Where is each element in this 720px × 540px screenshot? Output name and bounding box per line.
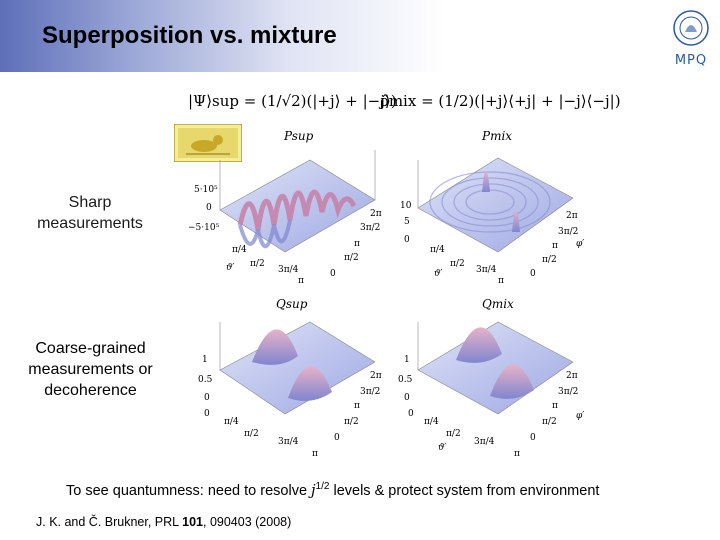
- oscillation-ridge: [237, 189, 357, 249]
- phi-tick: π: [354, 239, 360, 249]
- peak-upper: [252, 329, 298, 365]
- theta-tick: π: [298, 276, 304, 286]
- theta-tick: π/2: [446, 429, 461, 439]
- logo-text: MPQ: [674, 53, 708, 68]
- z-tick: −5·10⁵: [188, 223, 220, 233]
- reference-authors: J. K. and Č. Brukner, PRL: [36, 515, 183, 529]
- reference: J. K. and Č. Brukner, PRL 101, 090403 (2…: [36, 515, 291, 529]
- theta-axis-label: ϑ′: [226, 263, 234, 273]
- superposition-equation: |Ψ⟩sup = (1/√2)(|+j⟩ + |−j⟩): [188, 92, 397, 110]
- phi-tick: 3π/2: [360, 387, 380, 397]
- phi-tick: 2π: [370, 371, 382, 381]
- theta-tick: 3π/4: [476, 265, 497, 275]
- peak-lower: [288, 366, 332, 401]
- phi-tick: 0: [530, 269, 536, 279]
- theta-tick: π: [514, 449, 520, 459]
- reference-rest: , 090403 (2008): [203, 515, 292, 529]
- plot-p-sup: Psup 5·10⁵ 0 −5·10⁵ π/4 π/2 3π/4 π ϑ′ 2π…: [188, 129, 382, 286]
- theta-tick: π: [498, 276, 504, 286]
- plot-q-mix: Qmix 1 0.5 0 0 π/4 π/2 3π/4 π ϑ′ 2π 3π/2…: [398, 297, 584, 459]
- z-tick: 0: [206, 203, 212, 213]
- theta-tick: π/4: [224, 417, 239, 427]
- plot-title: Qmix: [482, 297, 514, 311]
- z-tick: 5: [404, 217, 410, 227]
- theta-tick: π/4: [232, 245, 247, 255]
- quantumness-note: To see quantumness: need to resolve j1/2…: [66, 481, 599, 499]
- theta-tick: 0: [408, 409, 414, 419]
- phi-tick: 3π/2: [360, 223, 380, 233]
- surface-base: [417, 321, 574, 415]
- phi-tick: 2π: [566, 211, 578, 221]
- phi-axis-label: φ′: [576, 239, 584, 249]
- slide-title: Superposition vs. mixture: [42, 22, 337, 49]
- theta-tick: 3π/4: [474, 437, 495, 447]
- mpq-seal-icon: [673, 10, 709, 46]
- z-tick: 0: [404, 235, 410, 245]
- z-tick: 0.5: [398, 375, 413, 385]
- mpq-logo: MPQ: [668, 8, 714, 68]
- z-tick: 1: [202, 355, 208, 365]
- plot-title: Qsup: [276, 297, 308, 311]
- peak-lower: [490, 364, 534, 399]
- phi-axis-label: φ′: [576, 411, 584, 421]
- z-tick: 0: [204, 393, 210, 403]
- theta-axis-label: ϑ′: [434, 269, 442, 279]
- note-exponent: 1/2: [315, 481, 330, 492]
- plot-title: Pmix: [481, 129, 512, 143]
- peak-lower: [512, 211, 520, 232]
- theta-tick: π/4: [424, 417, 439, 427]
- header-bar: [0, 0, 720, 72]
- theta-tick: π/2: [250, 259, 265, 269]
- z-tick: 1: [404, 355, 410, 365]
- theta-tick: π/2: [450, 259, 465, 269]
- z-tick: 5·10⁵: [194, 185, 218, 195]
- phi-tick: π: [552, 241, 558, 251]
- reference-volume: 101: [182, 515, 203, 529]
- theta-axis-label: ϑ′: [438, 443, 446, 453]
- theta-tick: 0: [204, 409, 210, 419]
- phi-tick: π/2: [542, 255, 557, 265]
- z-tick: 10: [400, 201, 412, 211]
- theta-tick: π/4: [430, 245, 445, 255]
- phi-tick: π/2: [344, 253, 359, 263]
- theta-tick: 3π/4: [278, 265, 299, 275]
- note-text-end: levels & protect system from environment: [329, 482, 600, 499]
- plot-title: Psup: [283, 129, 314, 143]
- coarse-grained-label: Coarse-grained measurements or decoheren…: [28, 340, 153, 399]
- z-tick: 0: [404, 393, 410, 403]
- phi-tick: 2π: [566, 371, 578, 381]
- theta-tick: π/2: [244, 429, 259, 439]
- phi-tick: 0: [330, 269, 336, 279]
- theta-tick: 3π/4: [278, 437, 299, 447]
- note-text: To see quantumness: need to resolve: [66, 482, 312, 499]
- interference-rings: [429, 171, 551, 233]
- phi-tick: π: [354, 401, 360, 411]
- phi-tick: π/2: [344, 417, 359, 427]
- mixture-equation: ρ̂mix = (1/2)(|+j⟩⟨+j| + |−j⟩⟨−j|): [380, 92, 621, 110]
- note-j: j: [311, 482, 316, 499]
- plot-q-sup: Qsup 1 0.5 0 0 π/4 π/2 3π/4 π 2π 3π/2 π …: [198, 297, 382, 459]
- phi-tick: 0: [334, 433, 340, 443]
- sharp-measurements-label: Sharp measurements: [37, 194, 143, 232]
- phi-tick: 2π: [370, 209, 382, 219]
- z-tick: 0.5: [198, 375, 213, 385]
- phi-tick: 0: [530, 433, 536, 443]
- plot-p-mix: Pmix 10 5 0 π/4 π/2 3π/4 π ϑ′ 2π 3π/2 π …: [400, 129, 584, 286]
- cat-picture: [174, 124, 242, 162]
- phi-tick: π/2: [542, 417, 557, 427]
- phi-tick: 3π/2: [558, 227, 578, 237]
- phi-tick: π: [552, 401, 558, 411]
- theta-tick: π: [312, 449, 318, 459]
- peak-upper: [482, 171, 490, 192]
- phi-tick: 3π/2: [558, 387, 578, 397]
- peak-upper: [456, 327, 502, 363]
